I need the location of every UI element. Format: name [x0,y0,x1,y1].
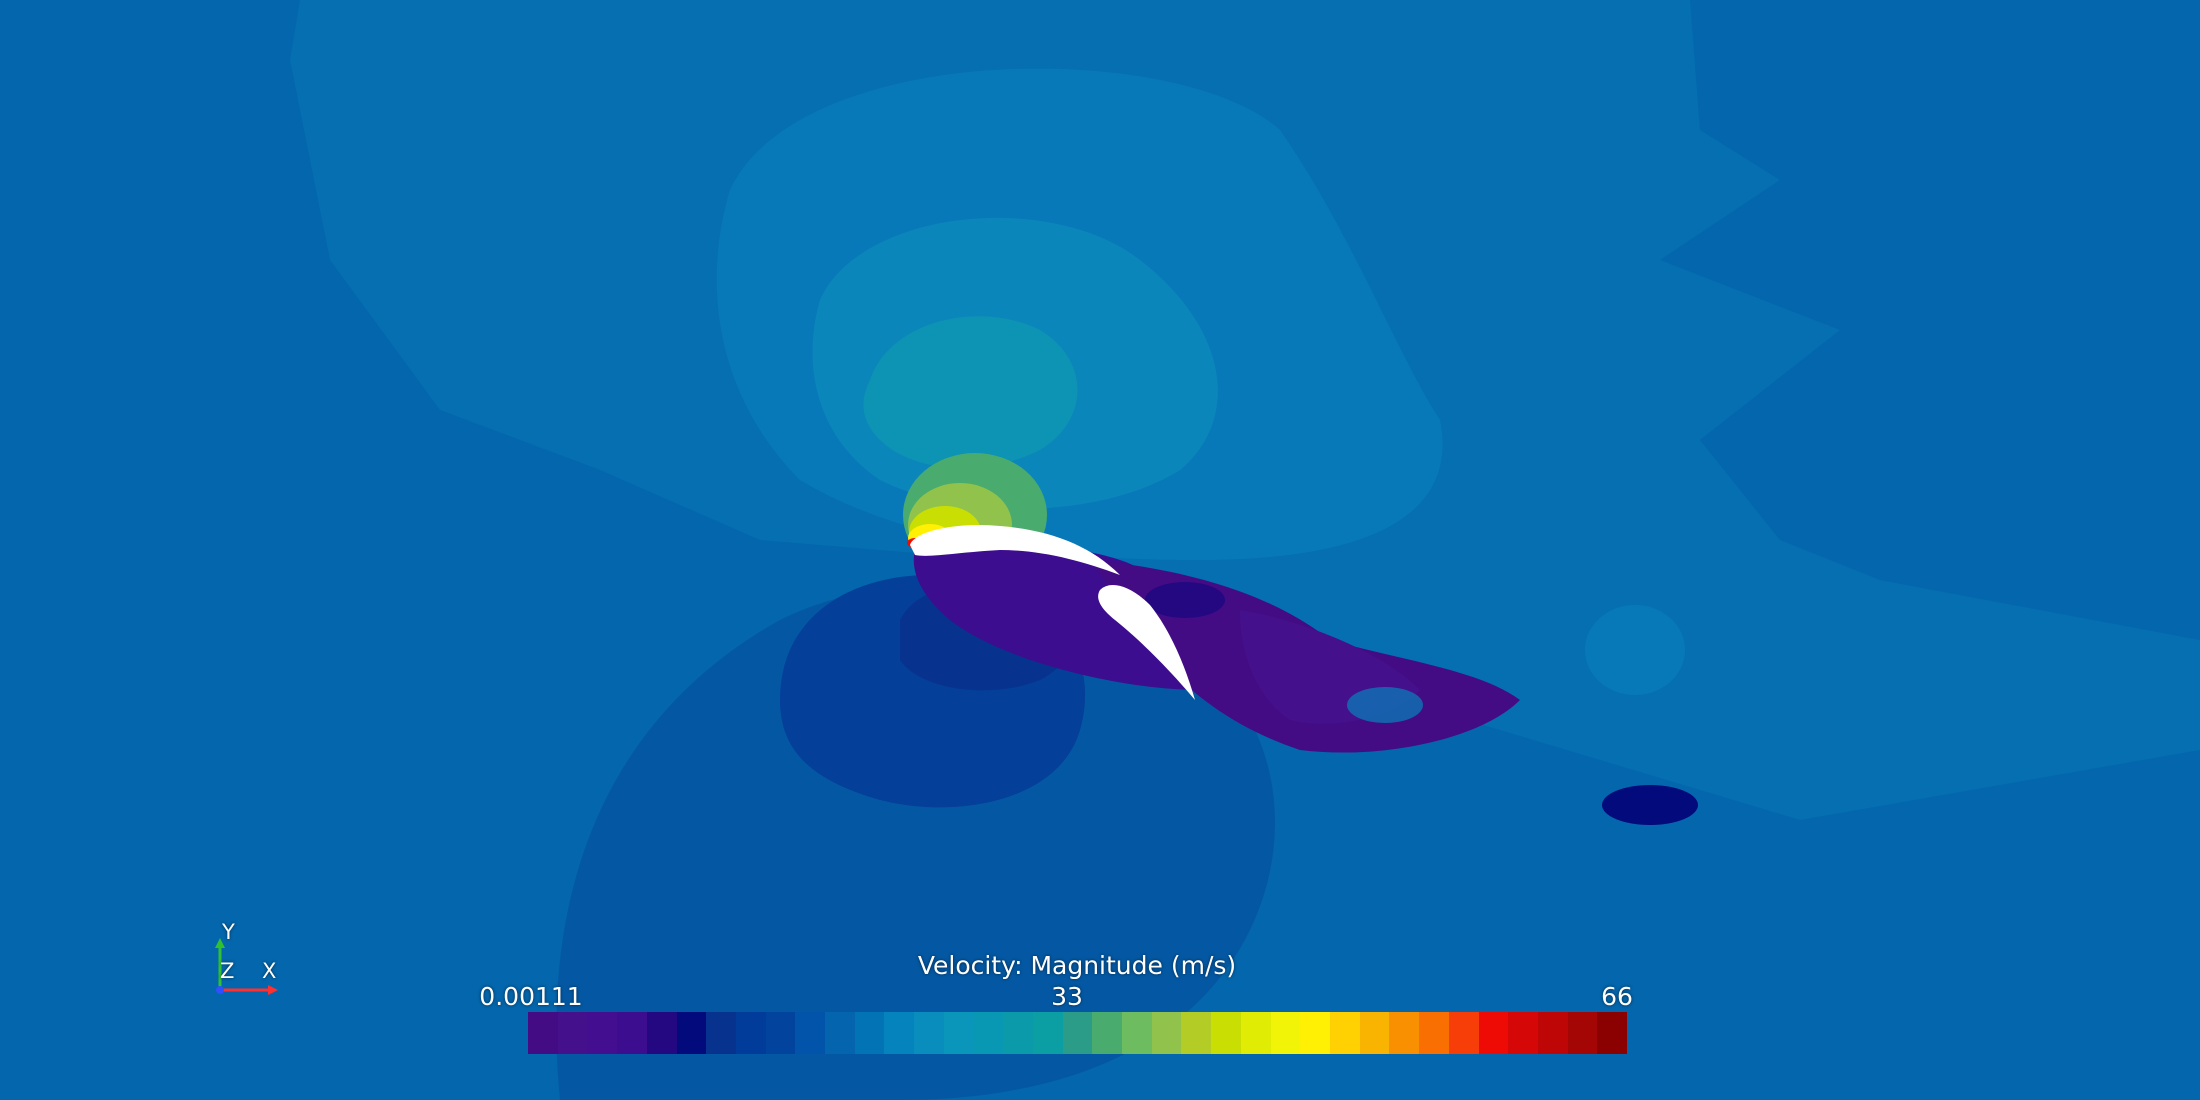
colorbar-swatch [884,1012,915,1054]
colorbar-swatch [1211,1012,1241,1054]
colorbar-swatch [1329,1012,1360,1054]
colorbar-swatch [1359,1012,1390,1054]
colorbar-swatch [735,1012,766,1054]
axis-x-label: X [262,959,277,983]
downstream-bubble [1585,605,1685,695]
colorbar-swatch [1092,1012,1123,1054]
colorbar-swatch [1300,1012,1330,1054]
axis-x-arrow [268,985,278,995]
flap-airfoil [1098,585,1195,700]
colorbar-swatch [1419,1012,1449,1054]
colorbar-swatch [973,1012,1004,1054]
colorbar-swatch [1389,1012,1420,1054]
colorbar[interactable] [528,1012,1628,1054]
colorbar-swatch [1597,1012,1628,1054]
wake-vortex-1 [1145,582,1225,618]
colorbar-swatch [528,1012,558,1054]
colorbar-swatch [1181,1012,1212,1054]
downstream-eddy [1602,785,1698,825]
main-airfoil [910,524,1120,575]
colorbar-swatch [854,1012,885,1054]
colorbar-swatch [1567,1012,1598,1054]
colorbar-max-label: 66 [1601,982,1633,1011]
colorbar-swatch [587,1012,618,1054]
colorbar-mid-label: 33 [1051,982,1083,1011]
colorbar-swatch [914,1012,944,1054]
axis-z-dot [216,986,224,994]
axis-y-arrow [215,938,225,948]
colorbar-swatch [1032,1012,1063,1054]
colorbar-swatch [1478,1012,1509,1054]
colorbar-swatch [676,1012,707,1054]
colorbar-swatch [795,1012,826,1054]
colorbar-swatch [825,1012,855,1054]
colorbar-swatch [943,1012,974,1054]
upper-lobe-inner [863,316,1078,469]
colorbar-swatch [765,1012,796,1054]
colorbar-swatch [1062,1012,1093,1054]
colorbar-swatch [1003,1012,1033,1054]
colorbar-swatch [1537,1012,1568,1054]
colorbar-swatch [617,1012,647,1054]
axis-y-label: Y [222,920,235,944]
colorbar-swatch [1508,1012,1538,1054]
lower-lobe-outer [556,585,1275,1100]
colorbar-swatch [1448,1012,1479,1054]
colorbar-swatch [706,1012,736,1054]
colorbar-swatch [1151,1012,1182,1054]
colorbar-swatch [1270,1012,1301,1054]
colorbar-swatch [1122,1012,1152,1054]
colorbar-swatch [1240,1012,1271,1054]
axis-z-label: Z [220,959,235,983]
colorbar-title: Velocity: Magnitude (m/s) [917,951,1237,980]
wake-vortex-2 [1347,687,1423,723]
colorbar-swatch [646,1012,677,1054]
colorbar-swatch [557,1012,588,1054]
colorbar-min-label: 0.00111 [479,982,583,1011]
